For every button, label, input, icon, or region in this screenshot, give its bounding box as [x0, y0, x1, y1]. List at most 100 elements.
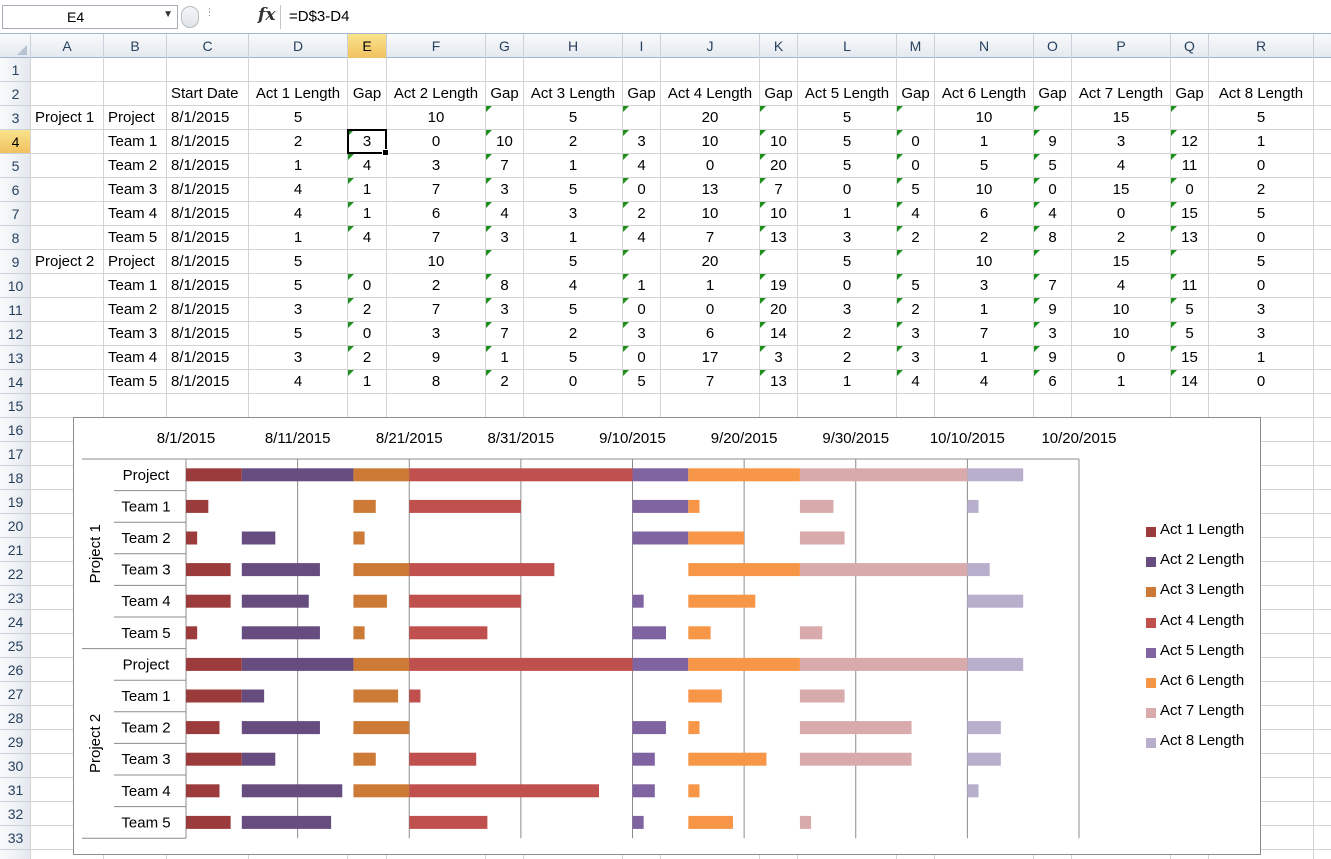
cell-k7[interactable]: 10 [770, 205, 787, 222]
bar-act-5-length[interactable] [632, 752, 655, 766]
cell-h14[interactable]: 0 [568, 373, 578, 390]
cell-o14[interactable]: 6 [1048, 373, 1057, 390]
bar-act-5-length[interactable] [632, 531, 689, 545]
cell-p2[interactable]: Act 7 Length [1078, 85, 1164, 102]
formula-input[interactable]: =D$3-D4 [280, 5, 1331, 29]
bar-act-2-length[interactable] [241, 563, 320, 577]
column-header-k[interactable]: K [760, 34, 798, 58]
bar-act-8-length[interactable] [967, 784, 979, 798]
bar-act-2-length[interactable] [241, 657, 354, 671]
cell-l2[interactable]: Act 5 Length [804, 85, 890, 102]
cell-b7[interactable]: Team 4 [108, 205, 158, 222]
bar-act-6-length[interactable] [688, 531, 745, 545]
cell-j7[interactable]: 10 [701, 205, 719, 222]
cell-i10[interactable]: 1 [637, 277, 646, 294]
bar-act-1-length[interactable] [186, 721, 220, 735]
cell-d9[interactable]: 5 [293, 253, 303, 270]
bar-act-3-length[interactable] [353, 594, 387, 608]
cell-r8[interactable]: 0 [1256, 229, 1266, 246]
row-header-13[interactable]: 13 [0, 346, 31, 370]
cell-f8[interactable]: 7 [431, 229, 441, 246]
cell-q13[interactable]: 15 [1181, 349, 1198, 366]
bar-act-5-length[interactable] [632, 594, 644, 608]
cell-d2[interactable]: Act 1 Length [255, 85, 341, 102]
cell-j8[interactable]: 7 [705, 229, 715, 246]
cell-g12[interactable]: 7 [500, 325, 509, 342]
cell-j2[interactable]: Act 4 Length [667, 85, 753, 102]
cell-r2[interactable]: Act 8 Length [1218, 85, 1304, 102]
bar-act-2-length[interactable] [241, 468, 354, 482]
cell-c9[interactable]: 8/1/2015 [171, 253, 230, 270]
cell-c7[interactable]: 8/1/2015 [171, 205, 230, 222]
cell-i13[interactable]: 0 [637, 349, 646, 366]
column-header-g[interactable]: G [486, 34, 524, 58]
cell-g5[interactable]: 7 [500, 157, 509, 174]
cell-f14[interactable]: 8 [431, 373, 441, 390]
column-header-i[interactable]: I [623, 34, 661, 58]
bar-act-5-length[interactable] [632, 784, 655, 798]
cell-j3[interactable]: 20 [701, 109, 719, 126]
cell-j13[interactable]: 17 [701, 349, 719, 366]
bar-act-8-length[interactable] [967, 721, 1001, 735]
cell-b10[interactable]: Team 1 [108, 277, 158, 294]
column-header-f[interactable]: F [387, 34, 486, 58]
column-header-n[interactable]: N [935, 34, 1034, 58]
bar-act-5-length[interactable] [632, 815, 644, 829]
cell-d6[interactable]: 4 [293, 181, 303, 198]
cell-q14[interactable]: 14 [1181, 373, 1198, 390]
bar-act-4-length[interactable] [409, 626, 488, 640]
cell-n14[interactable]: 4 [979, 373, 989, 390]
cell-d12[interactable]: 5 [293, 325, 303, 342]
cell-l14[interactable]: 1 [842, 373, 852, 390]
cell-h2[interactable]: Act 3 Length [530, 85, 616, 102]
cell-p11[interactable]: 10 [1112, 301, 1130, 318]
cell-f10[interactable]: 2 [431, 277, 441, 294]
cell-q11[interactable]: 5 [1185, 301, 1194, 318]
cell-e8[interactable]: 4 [362, 229, 372, 246]
cell-m14[interactable]: 4 [911, 373, 920, 390]
cell-m8[interactable]: 2 [911, 229, 920, 246]
cell-k2[interactable]: Gap [764, 85, 793, 102]
cell-f12[interactable]: 3 [431, 325, 441, 342]
cell-j5[interactable]: 0 [705, 157, 715, 174]
cell-i2[interactable]: Gap [627, 85, 656, 102]
cell-c13[interactable]: 8/1/2015 [171, 349, 230, 366]
bar-act-7-length[interactable] [799, 468, 968, 482]
cell-k13[interactable]: 3 [774, 349, 783, 366]
cell-n10[interactable]: 3 [979, 277, 989, 294]
cell-k14[interactable]: 13 [770, 373, 787, 390]
cell-h9[interactable]: 5 [568, 253, 578, 270]
cell-o5[interactable]: 5 [1048, 157, 1057, 174]
cell-i6[interactable]: 0 [637, 181, 646, 198]
cell-p6[interactable]: 15 [1112, 181, 1130, 198]
cell-o12[interactable]: 3 [1048, 325, 1057, 342]
cell-a9[interactable]: Project 2 [35, 253, 95, 270]
row-header-27[interactable]: 27 [0, 682, 31, 706]
cell-h5[interactable]: 1 [568, 157, 578, 174]
cell-q5[interactable]: 11 [1181, 157, 1198, 174]
bar-act-6-length[interactable] [688, 626, 711, 640]
cell-r4[interactable]: 1 [1256, 133, 1266, 150]
column-header-b[interactable]: B [104, 34, 167, 58]
cell-j14[interactable]: 7 [705, 373, 715, 390]
cell-g4[interactable]: 10 [496, 133, 513, 150]
cell-f2[interactable]: Act 2 Length [393, 85, 479, 102]
cell-m12[interactable]: 3 [911, 325, 920, 342]
cell-f9[interactable]: 10 [427, 253, 445, 270]
cell-d11[interactable]: 3 [293, 301, 303, 318]
cell-g6[interactable]: 3 [500, 181, 509, 198]
cell-q2[interactable]: Gap [1175, 85, 1204, 102]
row-header-33[interactable]: 33 [0, 826, 31, 850]
cell-p14[interactable]: 1 [1116, 373, 1126, 390]
row-header-20[interactable]: 20 [0, 514, 31, 538]
bar-act-2-length[interactable] [241, 815, 332, 829]
bar-act-6-length[interactable] [688, 752, 767, 766]
cell-r9[interactable]: 5 [1256, 253, 1266, 270]
bar-act-7-length[interactable] [799, 563, 968, 577]
cell-e7[interactable]: 1 [362, 205, 372, 222]
row-header-30[interactable]: 30 [0, 754, 31, 778]
row-header-21[interactable]: 21 [0, 538, 31, 562]
row-header-3[interactable]: 3 [0, 106, 31, 130]
cell-n11[interactable]: 1 [979, 301, 989, 318]
cell-l10[interactable]: 0 [842, 277, 852, 294]
